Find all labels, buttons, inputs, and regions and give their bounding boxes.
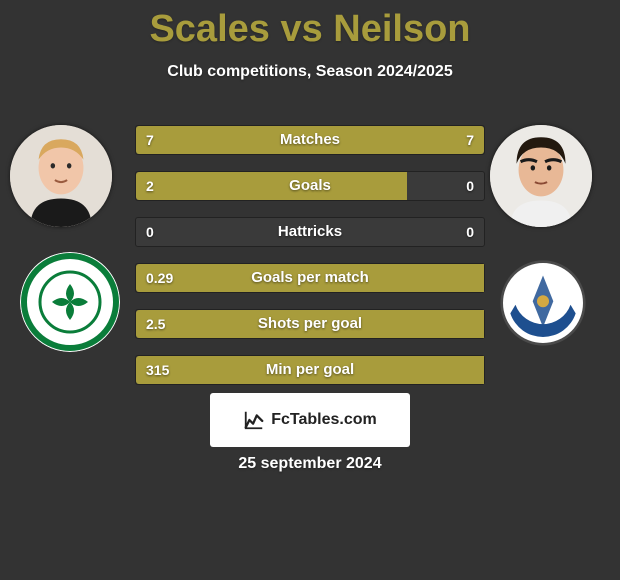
person-icon: [10, 125, 112, 227]
club-left-badge: [20, 252, 120, 352]
stat-label: Goals: [136, 172, 484, 200]
player-right-avatar: [490, 125, 592, 227]
stat-label: Hattricks: [136, 218, 484, 246]
stat-value-right: 0: [466, 218, 474, 246]
stat-label: Matches: [136, 126, 484, 154]
stat-row: 0 Hattricks 0: [135, 217, 485, 247]
stat-row: 7 Matches 7: [135, 125, 485, 155]
stat-row: 315 Min per goal: [135, 355, 485, 385]
chart-icon: [243, 409, 265, 431]
watermark-text: FcTables.com: [271, 411, 377, 429]
date-label: 25 september 2024: [0, 455, 620, 473]
page-title: Scales vs Neilson: [0, 0, 620, 51]
stat-label: Shots per goal: [136, 310, 484, 338]
stat-row: 2.5 Shots per goal: [135, 309, 485, 339]
subtitle: Club competitions, Season 2024/2025: [0, 63, 620, 81]
stat-label: Goals per match: [136, 264, 484, 292]
stat-row: 0.29 Goals per match: [135, 263, 485, 293]
stat-row: 2 Goals 0: [135, 171, 485, 201]
stat-label: Min per goal: [136, 356, 484, 384]
person-icon: [490, 125, 592, 227]
stats-container: 7 Matches 7 2 Goals 0 0 Hattricks 0 0.29…: [135, 125, 485, 401]
stat-value-right: 0: [466, 172, 474, 200]
watermark: FcTables.com: [210, 393, 410, 447]
club-right-badge: [500, 260, 586, 346]
club-crest-icon: [500, 260, 586, 346]
club-crest-icon: [20, 252, 120, 352]
player-left-avatar: [10, 125, 112, 227]
stat-value-right: 7: [466, 126, 474, 154]
